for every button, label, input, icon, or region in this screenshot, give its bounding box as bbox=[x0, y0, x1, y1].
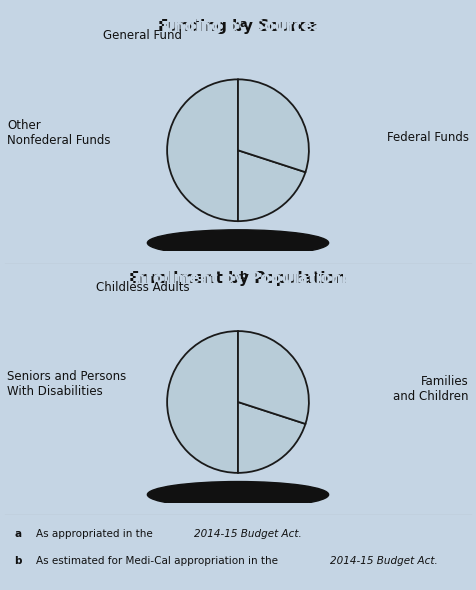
Text: Enrollment by Populationb: Enrollment by Populationb bbox=[124, 271, 352, 286]
Text: Families
and Children: Families and Children bbox=[393, 375, 469, 404]
Text: a: a bbox=[14, 529, 21, 539]
Text: General Fund: General Fund bbox=[103, 30, 182, 42]
Text: 2014-15 Budget Act.: 2014-15 Budget Act. bbox=[330, 556, 437, 566]
Text: a: a bbox=[239, 19, 247, 30]
Text: Childless Adults: Childless Adults bbox=[96, 281, 189, 294]
Text: Funding by Sourcea: Funding by Sourcea bbox=[153, 19, 323, 34]
Text: Other
Nonfederal Funds: Other Nonfederal Funds bbox=[7, 119, 110, 147]
Text: As estimated for Medi-Cal appropriation in the: As estimated for Medi-Cal appropriation … bbox=[36, 556, 281, 566]
Text: As appropriated in the: As appropriated in the bbox=[36, 529, 156, 539]
Text: Funding by Source: Funding by Source bbox=[159, 19, 317, 34]
Text: b: b bbox=[239, 271, 247, 281]
Text: b: b bbox=[14, 556, 22, 566]
Text: Seniors and Persons
With Disabilities: Seniors and Persons With Disabilities bbox=[7, 371, 127, 398]
Text: 2014-15 Budget Act.: 2014-15 Budget Act. bbox=[194, 529, 302, 539]
Text: Enrollment by Population: Enrollment by Population bbox=[129, 271, 347, 286]
Text: Federal Funds: Federal Funds bbox=[387, 131, 469, 144]
